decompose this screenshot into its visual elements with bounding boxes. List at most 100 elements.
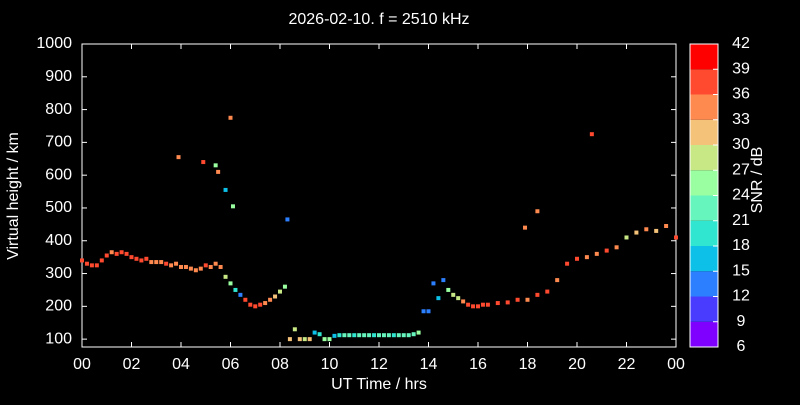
colorbar-tick-label: 21 bbox=[732, 212, 750, 229]
data-point bbox=[230, 204, 235, 209]
data-point bbox=[176, 155, 181, 160]
data-point bbox=[258, 302, 263, 307]
data-point bbox=[84, 261, 89, 266]
data-point bbox=[565, 261, 570, 266]
data-point bbox=[515, 297, 520, 302]
data-point bbox=[285, 217, 290, 222]
colorbar-band bbox=[690, 119, 718, 145]
y-tick-label: 200 bbox=[45, 298, 72, 315]
data-point bbox=[367, 333, 372, 338]
data-point bbox=[322, 337, 327, 342]
data-point bbox=[109, 250, 114, 255]
data-point bbox=[164, 261, 169, 266]
data-point bbox=[446, 287, 451, 292]
data-point bbox=[589, 132, 594, 137]
data-point bbox=[480, 302, 485, 307]
data-point bbox=[287, 337, 292, 342]
data-point bbox=[99, 258, 104, 263]
data-point bbox=[312, 330, 317, 335]
data-point bbox=[198, 266, 203, 271]
x-tick-label: 14 bbox=[420, 356, 438, 373]
data-point bbox=[218, 264, 223, 269]
data-point bbox=[575, 256, 579, 261]
colorbar-tick-label: 24 bbox=[732, 187, 750, 204]
x-tick-label: 22 bbox=[618, 356, 636, 373]
data-point bbox=[396, 333, 401, 338]
data-point bbox=[273, 294, 278, 299]
chart-title: 2026-02-10. f = 2510 kHz bbox=[288, 11, 469, 28]
data-point bbox=[213, 163, 218, 168]
data-point bbox=[456, 296, 461, 301]
colorbar-band bbox=[690, 69, 718, 95]
data-point bbox=[332, 333, 337, 338]
data-point bbox=[406, 333, 411, 338]
data-point bbox=[124, 251, 129, 256]
x-tick-label: 00 bbox=[667, 356, 685, 373]
colorbar-band bbox=[690, 44, 718, 70]
data-point bbox=[243, 297, 248, 302]
data-point bbox=[159, 260, 164, 265]
x-axis-label: UT Time / hrs bbox=[331, 376, 427, 393]
data-point bbox=[248, 302, 253, 307]
data-point bbox=[238, 292, 243, 297]
colorbar-tick-label: 39 bbox=[732, 60, 750, 77]
data-point bbox=[268, 297, 273, 302]
data-point bbox=[302, 337, 307, 342]
data-point bbox=[674, 235, 678, 240]
data-point bbox=[193, 268, 198, 273]
data-point bbox=[253, 304, 258, 309]
data-point bbox=[154, 260, 159, 265]
colorbar-tick-label: 27 bbox=[732, 161, 750, 178]
data-point bbox=[114, 251, 119, 256]
data-point bbox=[431, 281, 436, 286]
data-point bbox=[149, 260, 154, 265]
data-point bbox=[307, 337, 312, 342]
data-point bbox=[654, 228, 659, 233]
colorbar-band bbox=[690, 195, 718, 221]
data-point bbox=[391, 333, 396, 338]
data-point bbox=[372, 333, 377, 338]
data-point bbox=[183, 264, 188, 269]
data-point bbox=[436, 296, 441, 301]
x-tick-label: 18 bbox=[519, 356, 537, 373]
data-point bbox=[216, 169, 221, 174]
data-point bbox=[471, 304, 476, 309]
data-point bbox=[347, 333, 352, 338]
colorbar-band bbox=[690, 321, 718, 347]
data-point bbox=[604, 248, 609, 253]
colorbar-band bbox=[690, 145, 718, 171]
x-tick-label: 12 bbox=[370, 356, 388, 373]
data-point bbox=[203, 263, 208, 268]
x-tick-label: 10 bbox=[321, 356, 339, 373]
data-point bbox=[179, 264, 183, 269]
data-point bbox=[201, 160, 206, 165]
y-tick-label: 100 bbox=[45, 330, 72, 347]
data-point bbox=[555, 278, 560, 283]
data-point bbox=[525, 297, 530, 302]
data-point bbox=[401, 333, 406, 338]
data-point bbox=[381, 333, 386, 338]
data-point bbox=[89, 263, 94, 268]
data-point bbox=[485, 302, 490, 307]
colorbar-band bbox=[690, 170, 718, 196]
colorbar-label: SNR / dB bbox=[749, 147, 766, 214]
y-tick-label: 600 bbox=[45, 166, 72, 183]
data-point bbox=[545, 289, 550, 294]
data-point bbox=[352, 333, 357, 338]
y-tick-label: 1000 bbox=[36, 35, 72, 52]
data-point bbox=[505, 300, 510, 305]
x-tick-label: 20 bbox=[568, 356, 586, 373]
data-point bbox=[495, 301, 500, 306]
colorbar-band bbox=[690, 246, 718, 272]
x-tick-label: 08 bbox=[271, 356, 289, 373]
colorbar-band bbox=[690, 94, 718, 120]
colorbar-tick-label: 15 bbox=[732, 262, 750, 279]
data-point bbox=[426, 309, 431, 314]
data-point bbox=[416, 330, 421, 335]
data-point bbox=[451, 292, 456, 297]
x-tick-label: 02 bbox=[123, 356, 141, 373]
x-tick-label: 00 bbox=[73, 356, 91, 373]
colorbar-tick-label: 42 bbox=[732, 35, 750, 52]
